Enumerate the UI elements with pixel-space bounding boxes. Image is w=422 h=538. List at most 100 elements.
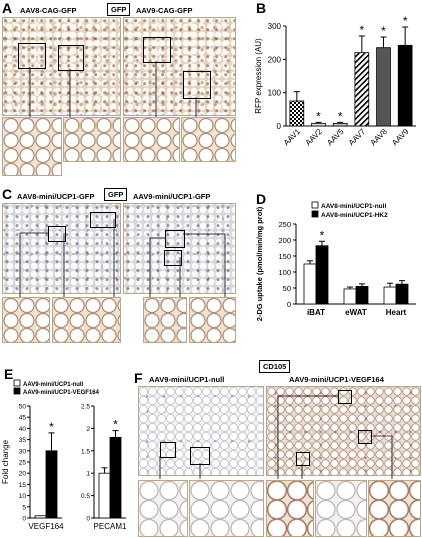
panel-b-y-axis-title: RFP expression (AU): [254, 38, 263, 114]
panel-b-bar-aav8: [376, 47, 391, 127]
panel-d-bar-ibat-hk2: [315, 245, 329, 305]
panel-d-bar-ibat-null: [303, 263, 317, 305]
panel-a-left-micrograph: [2, 17, 121, 116]
panel-f-letter: F: [134, 370, 143, 386]
panel-f-center-label: CD105: [259, 360, 291, 373]
panel-d-legend-swatch: [311, 210, 319, 218]
panel-d-y-tick-label: 250: [278, 220, 291, 229]
panel-e-significance: *: [49, 420, 54, 434]
panel-e-x-tick-label: PECAM1: [94, 522, 127, 531]
panel-b-y-tick-label: 100: [268, 89, 282, 98]
panel-e-y-tick-label: 40: [19, 426, 27, 433]
panel-e-y-tick-label: 1.5: [81, 448, 90, 455]
panel-e-y-tick-label: 20: [19, 471, 27, 478]
panel-c-zoom-3: [143, 297, 187, 343]
panel-b-letter: B: [256, 0, 267, 16]
panel-a-connector-lines: [29, 61, 197, 117]
panel-e-y-tick-label: 0: [22, 516, 26, 523]
panel-b-chart: 0 100 200 300 RFP expression (AU) AAV1 * AAV2 * A…: [254, 14, 416, 147]
panel-d-y-tick-label: 0: [287, 300, 291, 309]
panel-f-roi-5: [358, 430, 372, 444]
panel-e-legend-label: AAV9-mini/UCP1-null: [23, 382, 84, 388]
panel-e-y-tick-label: 0.5: [81, 493, 90, 500]
panel-f-right-micrograph: [266, 386, 421, 476]
panel-f-right-label: AAV9-mini/UCP1-VEGF164: [289, 375, 384, 384]
panel-c-connector-lines: [19, 219, 226, 297]
panel-e-bar-pecam1-vegf164: [109, 436, 122, 519]
panel-e-y-axis-title: Fold change: [2, 439, 10, 484]
panel-e-y-tick-label: 30: [19, 448, 27, 455]
panel-d-bar-ewat-null: [343, 288, 357, 305]
panel-f-zoom-2: [189, 480, 264, 537]
panel-a-roi-3: [143, 37, 171, 63]
panel-e-y-tick-label: 25: [19, 460, 27, 467]
panel-b-x-tick-label: AAV1: [282, 127, 303, 148]
panel-d-y-tick-label: 100: [278, 268, 291, 277]
panel-d-legend-label: AAV8-mini/UCP1-null: [321, 203, 386, 210]
panel-b-x-tick-label: AAV5: [325, 127, 346, 148]
panel-d-y-axis-title: 2-DG uptake (pmol/min/mg prot): [255, 206, 264, 321]
panel-e-y-tick-label: 10: [19, 493, 27, 500]
panel-b-significance: *: [403, 14, 408, 28]
panel-c-letter: C: [2, 186, 13, 202]
panel-f-roi-1: [160, 442, 176, 458]
panel-d-legend-label: AAV8-mini/UCP1-HK2: [321, 212, 388, 219]
panel-b-y-tick-label: 200: [268, 55, 282, 64]
panel-a-zoom-2: [63, 117, 121, 162]
panel-d-bar-heart-null: [383, 286, 397, 305]
panel-c-left-label: AAV8-mini/UCP1-GFP: [17, 192, 95, 201]
panel-a-zoom-1: [2, 117, 62, 176]
panel-e-x-tick-label: VEGF164: [28, 522, 64, 531]
panel-e-y-tick-label: 2.5: [81, 404, 90, 411]
panel-a-letter: A: [2, 0, 13, 16]
panel-e-y-tick-label: 45: [19, 415, 27, 422]
panel-d-y-tick-label: 150: [278, 252, 291, 261]
panel-c-right-micrograph: [123, 203, 236, 294]
panel-b-x-tick-label: AAV7: [347, 127, 368, 148]
panel-c-zoom-4: [189, 297, 236, 343]
panel-d-x-tick-label: iBAT: [307, 308, 325, 317]
panel-c-roi-3: [165, 230, 185, 248]
panel-b-y-tick-label: 0: [277, 122, 282, 131]
panel-f-left-label: AAV9-mini/UCP1-null: [149, 375, 225, 384]
panel-e-y-tick-label: 1: [86, 471, 90, 478]
panel-e-legend-label: AAV9-mini/UCP1-VEGF164: [23, 390, 100, 396]
panel-b-plot: 0 100 200 300 RFP expression (AU) AAV1 * AAV2 * A…: [254, 14, 416, 147]
panel-d-chart: AAV8-mini/UCP1-null AAV8-mini/UCP1-HK2 0 50…: [255, 201, 416, 321]
panel-e-legend-swatch: [13, 379, 21, 387]
panel-c-roi-1: [48, 226, 66, 242]
panel-e-y-tick-label: 35: [19, 437, 27, 444]
panel-a-center-label: GFP: [107, 3, 131, 16]
panel-e-y-tick-label: 15: [19, 482, 27, 489]
panel-b-bar-aav2: [311, 122, 326, 127]
panel-f-zoom-5: [368, 480, 421, 537]
panel-d-significance: *: [320, 228, 325, 242]
panel-d-y-tick-label: 50: [283, 284, 291, 293]
panel-e-y-tick-label: 5: [22, 504, 26, 511]
panel-b-significance: *: [359, 23, 364, 37]
panel-e-bar-vegf164-vegf164: [45, 450, 58, 519]
panel-e-plot: AAV9-mini/UCP1-null AAV9-mini/UCP1-VEGF16…: [2, 379, 127, 531]
panel-a-zoom-4: [181, 117, 236, 162]
panel-d-x-tick-label: Heart: [386, 308, 407, 317]
panel-f-roi-3: [338, 390, 352, 404]
panel-d-legend-swatch: [311, 201, 319, 209]
panel-b-bar-aav9: [397, 44, 413, 127]
panel-e-letter: E: [4, 366, 14, 382]
panel-b-bar-aav7: [354, 52, 370, 127]
panel-e-chart: AAV9-mini/UCP1-null AAV9-mini/UCP1-VEGF16…: [2, 379, 127, 531]
panel-b-x-tick-label: AAV2: [303, 127, 324, 148]
panel-e-significance: *: [113, 418, 118, 432]
panel-b-significance: *: [381, 24, 386, 38]
panel-b-significance: *: [338, 109, 343, 123]
panel-e-y-tick-label: 50: [19, 404, 27, 411]
panel-b-bar-aav1: [289, 100, 305, 127]
panel-b-x-tick-label: AAV9: [390, 127, 411, 148]
panel-c-zoom-2: [52, 297, 121, 343]
panel-a-roi-2: [58, 45, 84, 71]
panel-c-roi-2: [90, 212, 116, 228]
panel-f-zoom-1: [138, 480, 188, 537]
panel-f-zoom-3: [266, 480, 314, 537]
panel-a-right-label: AAV9-CAG-GFP: [136, 6, 193, 15]
panel-e-legend-swatch: [13, 387, 21, 395]
